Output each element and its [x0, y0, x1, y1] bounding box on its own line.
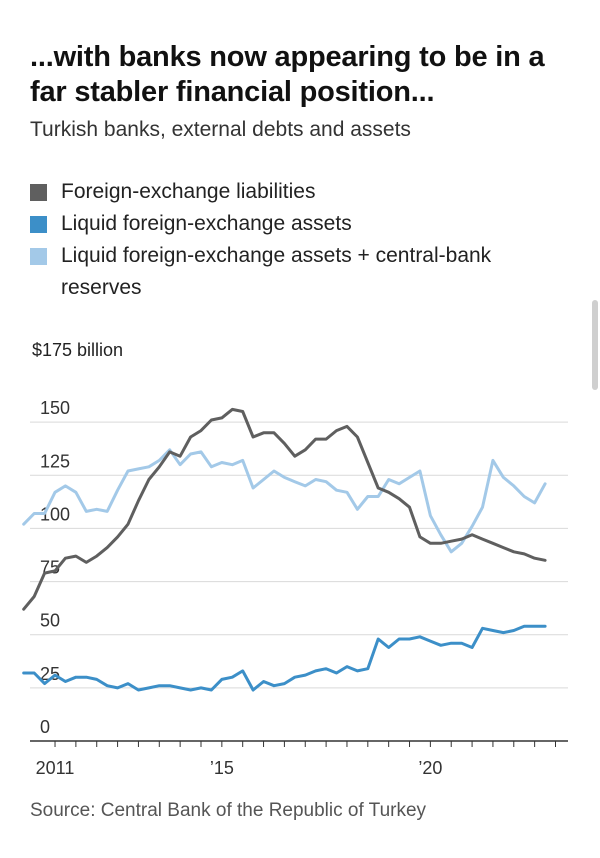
- y-tick-label-25: 25: [40, 664, 60, 684]
- x-tick-label-1: ’15: [210, 758, 234, 778]
- scrollbar[interactable]: [592, 300, 598, 390]
- series-line-liquid-assets: [22, 624, 547, 692]
- x-tick-label-0: 2011: [36, 758, 75, 778]
- legend-item-liabilities: Foreign-exchange liabilities: [30, 176, 580, 208]
- series-line-liquid-plus-reserves: [22, 448, 547, 554]
- chart-title: ...with banks now appearing to be in a f…: [30, 41, 545, 108]
- x-tick-label-2: ’20: [418, 758, 442, 778]
- y-tick-label-0: 0: [40, 717, 50, 737]
- series-line-liabilities: [22, 407, 547, 611]
- chart-subtitle: Turkish banks, external debts and assets: [30, 118, 411, 141]
- legend: Foreign-exchange liabilities Liquid fore…: [30, 176, 580, 304]
- y-tick-label-50: 50: [40, 611, 60, 631]
- legend-swatch-liquid-plus-reserves: [30, 248, 47, 265]
- y-tick-label-125: 125: [40, 451, 70, 471]
- legend-label-liquid-assets: Liquid foreign-exchange assets: [61, 212, 352, 235]
- legend-swatch-liquid-assets: [30, 216, 47, 233]
- legend-item-liquid-assets: Liquid foreign-exchange assets: [30, 208, 580, 240]
- legend-label-liquid-plus-reserves: Liquid foreign-exchange assets + central…: [61, 244, 492, 299]
- legend-label-liabilities: Foreign-exchange liabilities: [61, 180, 316, 203]
- y-tick-label-150: 150: [40, 398, 70, 418]
- legend-swatch-liabilities: [30, 184, 47, 201]
- source-note: Source: Central Bank of the Republic of …: [30, 800, 427, 821]
- legend-item-liquid-plus-reserves: Liquid foreign-exchange assets + central…: [30, 240, 580, 304]
- y-axis-unit-label: $175 billion: [32, 340, 124, 360]
